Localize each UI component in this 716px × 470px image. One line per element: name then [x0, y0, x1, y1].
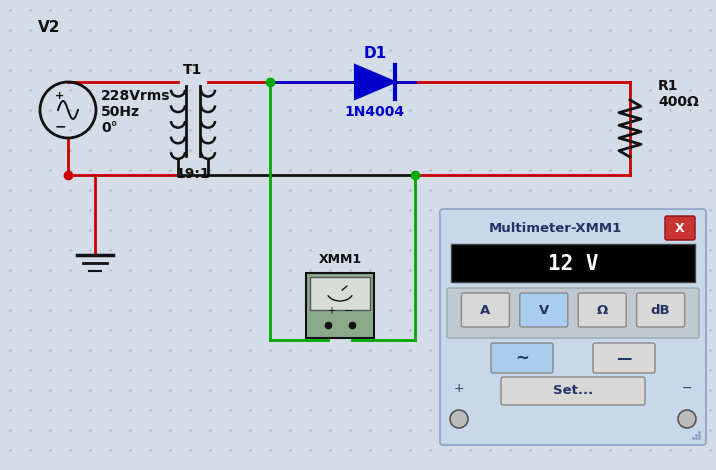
FancyBboxPatch shape — [637, 293, 684, 327]
Text: T1: T1 — [183, 63, 203, 77]
FancyBboxPatch shape — [665, 216, 695, 240]
Text: 0°: 0° — [101, 121, 117, 135]
Polygon shape — [355, 65, 395, 99]
Text: X: X — [675, 221, 684, 235]
Circle shape — [450, 410, 468, 428]
Text: +: + — [55, 91, 64, 101]
FancyBboxPatch shape — [501, 377, 645, 405]
Text: 228Vrms: 228Vrms — [101, 89, 170, 103]
FancyBboxPatch shape — [491, 343, 553, 373]
FancyBboxPatch shape — [440, 209, 706, 445]
Text: dB: dB — [651, 304, 670, 316]
FancyBboxPatch shape — [461, 293, 509, 327]
Text: —: — — [616, 351, 632, 366]
Text: 12 V: 12 V — [548, 254, 599, 274]
Text: +: + — [454, 382, 464, 394]
Text: V: V — [538, 304, 549, 316]
Text: −: − — [344, 306, 354, 316]
Text: XMM1: XMM1 — [319, 253, 362, 266]
Text: V2: V2 — [38, 21, 60, 36]
Text: 19:1: 19:1 — [175, 167, 211, 181]
FancyBboxPatch shape — [579, 293, 626, 327]
Text: Multimeter-XMM1: Multimeter-XMM1 — [488, 221, 621, 235]
Text: −: − — [54, 119, 66, 133]
FancyBboxPatch shape — [593, 343, 655, 373]
Bar — [451, 244, 695, 282]
FancyBboxPatch shape — [447, 288, 699, 338]
FancyBboxPatch shape — [306, 273, 374, 337]
Text: −: − — [682, 382, 692, 394]
Text: +: + — [327, 306, 335, 316]
Text: A: A — [480, 304, 490, 316]
Text: Ω: Ω — [596, 304, 608, 316]
Text: D1: D1 — [364, 47, 387, 62]
Text: 400Ω: 400Ω — [658, 95, 699, 109]
Circle shape — [678, 410, 696, 428]
Text: 50Hz: 50Hz — [101, 105, 140, 119]
Text: ∼: ∼ — [515, 349, 529, 367]
Text: 1N4004: 1N4004 — [345, 105, 405, 119]
FancyBboxPatch shape — [520, 293, 568, 327]
Bar — [310, 276, 370, 310]
Text: Set...: Set... — [553, 384, 593, 398]
Text: R1: R1 — [658, 79, 679, 93]
